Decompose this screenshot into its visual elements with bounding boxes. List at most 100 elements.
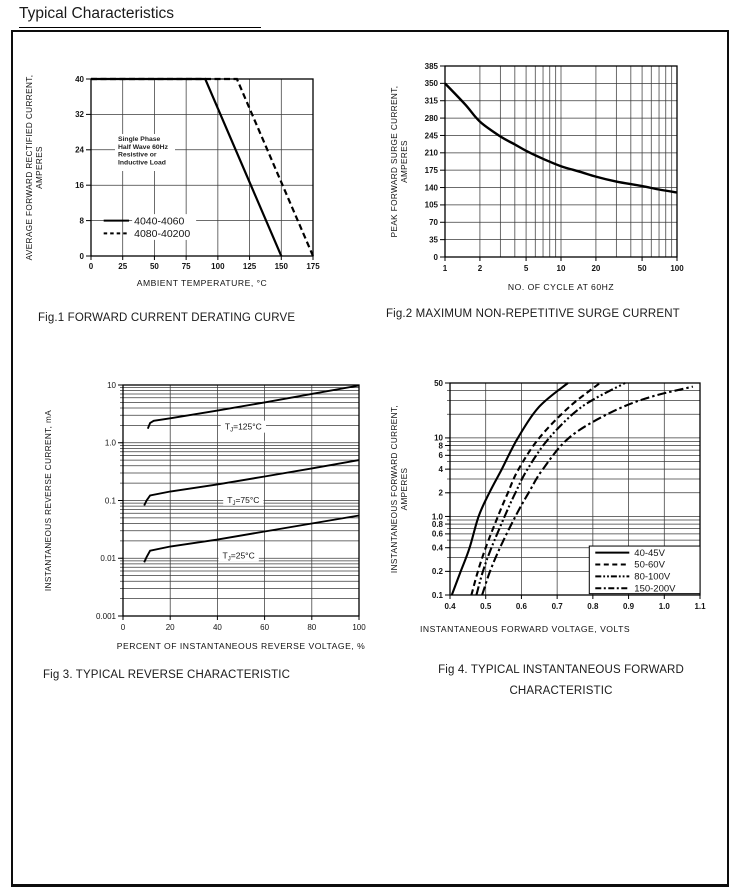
curve-label: TJ=75°C [227, 495, 259, 507]
legend-entry-label: 80-100V [634, 572, 671, 583]
curve-surge-current [444, 82, 678, 194]
y-axis-label: AVERAGE FORWARD RECTIFIED CURRENT,AMPERE… [25, 75, 44, 261]
svg-text:0.1: 0.1 [105, 496, 117, 505]
svg-text:175: 175 [306, 262, 320, 271]
svg-text:1.1: 1.1 [694, 602, 706, 611]
svg-text:140: 140 [425, 183, 439, 192]
curve-TJ=125C [146, 384, 360, 430]
svg-text:0.2: 0.2 [432, 567, 444, 576]
svg-text:8: 8 [439, 441, 444, 450]
svg-text:245: 245 [425, 131, 439, 140]
svg-text:0.6: 0.6 [432, 530, 444, 539]
curve-150-200V [481, 385, 694, 596]
legend-entry-label: 40-45V [634, 548, 665, 559]
svg-text:4: 4 [439, 465, 444, 474]
plot-border [449, 382, 701, 596]
x-axis-label: AMBIENT TEMPERATURE, °C [137, 278, 268, 288]
svg-text:150: 150 [275, 262, 289, 271]
svg-text:20: 20 [591, 264, 600, 273]
y-axis-label: INSTANTANEOUS FORWARD CURRENT,AMPERES [390, 405, 409, 573]
svg-text:1: 1 [443, 264, 448, 273]
curve-label: TJ=125°C [225, 422, 262, 434]
svg-text:24: 24 [75, 146, 84, 155]
svg-text:385: 385 [425, 62, 439, 71]
curve-label: TJ=25°C [223, 550, 255, 562]
series-group [450, 382, 694, 596]
curve-TJ=25C [143, 514, 360, 563]
x-axis-label: PERCENT OF INSTANTANEOUS REVERSE VOLTAGE… [117, 641, 365, 651]
tick-labels: 0 20 40 60 80 100 10 1.0 0.1 0.01 0.001 [96, 381, 366, 632]
svg-text:80: 80 [307, 623, 316, 632]
x-axis-label: INSTANTANEOUS FORWARD VOLTAGE, VOLTS [420, 624, 630, 634]
svg-text:10: 10 [107, 381, 116, 390]
svg-text:50: 50 [638, 264, 647, 273]
legend-entry-label: 50-60V [634, 560, 665, 571]
svg-text:40: 40 [213, 623, 222, 632]
curve-label-bg [223, 493, 264, 506]
legend-entry-label: 4080-40200 [134, 228, 190, 240]
svg-text:210: 210 [425, 149, 439, 158]
svg-text:175: 175 [425, 166, 439, 175]
svg-text:2: 2 [478, 264, 483, 273]
svg-text:1.0: 1.0 [105, 439, 117, 448]
svg-text:0: 0 [80, 252, 85, 261]
svg-text:5: 5 [524, 264, 529, 273]
gridlines [444, 65, 678, 258]
y-axis-label: PEAK FORWARD SURGE CURRENT,AMPERES [390, 86, 409, 238]
tick-labels: 1 2 5 10 20 50 100 0 35 70 105 140 175 210 245 280 315 35… [425, 62, 685, 273]
svg-text:0: 0 [89, 262, 94, 271]
fig2-surge-current-chart: 1 2 5 10 20 50 100 0 35 70 105 140 175 210 245 280 315 35… [390, 62, 685, 292]
svg-text:16: 16 [75, 181, 84, 190]
curve-label-bg [218, 549, 259, 562]
svg-text:0.4: 0.4 [444, 602, 456, 611]
svg-text:125: 125 [243, 262, 257, 271]
fig4-caption-line1: Fig 4. TYPICAL INSTANTANEOUS FORWARD [438, 664, 684, 676]
svg-text:100: 100 [670, 264, 684, 273]
svg-text:50: 50 [434, 379, 443, 388]
series-group [143, 384, 360, 563]
annotation-bg [115, 134, 175, 171]
curve-50-60V [470, 382, 601, 596]
svg-text:0.5: 0.5 [480, 602, 492, 611]
page-title: Typical Characteristics [19, 5, 261, 28]
series-group [444, 82, 678, 194]
load-condition-annotation: Single Phase Half Wave 60Hz Resistive or In… [118, 136, 169, 166]
fig4-caption-line2: CHARACTERISTIC [509, 685, 613, 697]
legend-entry-label: 150-200V [634, 584, 676, 595]
series-group [91, 77, 314, 257]
svg-text:0: 0 [434, 253, 439, 262]
svg-text:1.0: 1.0 [432, 512, 444, 521]
tick-labels: 0 25 50 75 100 125 150 175 0 8 16 24 32 40 [75, 75, 320, 271]
svg-text:40: 40 [75, 75, 84, 84]
legend-box [588, 545, 701, 595]
legend-entry-label: 4040-4060 [134, 215, 184, 227]
svg-text:0.1: 0.1 [432, 591, 444, 600]
svg-text:50: 50 [150, 262, 159, 271]
fig1-forward-current-derating-chart: 0 25 50 75 100 125 150 175 0 8 16 24 32 40 AMBIENT TEM… [25, 75, 320, 288]
svg-text:0.8: 0.8 [587, 602, 599, 611]
content-frame [11, 30, 729, 887]
svg-text:60: 60 [260, 623, 269, 632]
svg-text:1.0: 1.0 [659, 602, 671, 611]
svg-text:0.001: 0.001 [96, 612, 117, 621]
fig3-caption: Fig 3. TYPICAL REVERSE CHARACTERISTIC [43, 669, 291, 681]
curve-TJ=75C [143, 459, 360, 506]
curve-80-100V [475, 382, 626, 596]
svg-text:350: 350 [425, 79, 439, 88]
svg-text:10: 10 [434, 434, 443, 443]
svg-text:105: 105 [425, 201, 439, 210]
svg-text:0.4: 0.4 [432, 544, 444, 553]
fig4-forward-characteristic-chart: 0.4 0.5 0.6 0.7 0.8 0.9 1.0 1.1501086421.00.80.… [390, 379, 706, 634]
curve-4080-40200 [91, 77, 314, 257]
fig1-caption: Fig.1 FORWARD CURRENT DERATING CURVE [38, 312, 296, 324]
curve-label-bg [220, 420, 266, 433]
svg-text:0.6: 0.6 [516, 602, 528, 611]
svg-text:0.8: 0.8 [432, 520, 444, 529]
svg-text:280: 280 [425, 114, 439, 123]
fig2-caption: Fig.2 MAXIMUM NON-REPETITIVE SURGE CURRE… [386, 308, 680, 320]
svg-text:20: 20 [166, 623, 175, 632]
svg-text:32: 32 [75, 110, 84, 119]
svg-text:0.7: 0.7 [552, 602, 564, 611]
fig3-reverse-characteristic-chart: 0 20 40 60 80 100 10 1.0 0.1 0.01 0.001 PERCENT OF … [44, 381, 366, 651]
